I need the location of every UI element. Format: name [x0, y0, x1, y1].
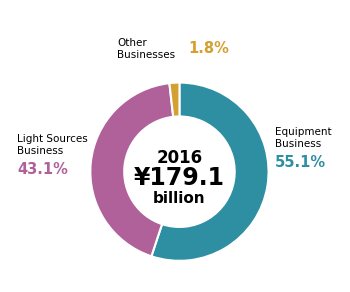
Text: 2016: 2016 [156, 149, 203, 167]
Wedge shape [169, 83, 180, 117]
Text: Equipment
Business: Equipment Business [275, 127, 331, 149]
Text: 55.1%: 55.1% [275, 155, 326, 170]
Wedge shape [90, 83, 173, 256]
Text: BREAKDOWN OF SALES: BREAKDOWN OF SALES [79, 9, 271, 24]
Wedge shape [152, 83, 268, 261]
Text: 43.1%: 43.1% [17, 162, 68, 178]
Text: ¥179.1: ¥179.1 [134, 166, 225, 190]
Text: billion: billion [153, 191, 206, 206]
Text: 1.8%: 1.8% [188, 41, 229, 56]
Text: Light Sources
Business: Light Sources Business [17, 134, 88, 156]
Text: Other
Businesses: Other Businesses [117, 38, 175, 60]
